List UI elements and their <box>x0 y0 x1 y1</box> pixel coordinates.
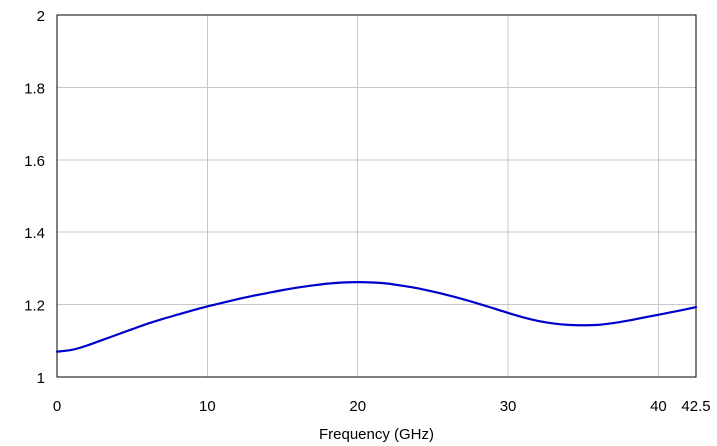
plot-area <box>56 14 697 378</box>
y-tick-label: 2 <box>37 8 45 25</box>
x-axis: 0 10 20 30 40 42.5 <box>53 398 711 415</box>
x-tick-label: 30 <box>500 398 517 415</box>
y-tick-label: 1.8 <box>24 80 45 97</box>
y-tick-label: 1.4 <box>24 225 45 242</box>
x-tick-label: 10 <box>199 398 216 415</box>
x-axis-title: Frequency (GHz) <box>319 426 434 443</box>
x-tick-label: 42.5 <box>681 398 710 415</box>
x-tick-label: 20 <box>349 398 366 415</box>
y-tick-label: 1.2 <box>24 298 45 315</box>
y-tick-label: 1 <box>37 370 45 387</box>
grid <box>57 15 696 377</box>
x-tick-label: 40 <box>650 398 667 415</box>
series-layer <box>55 281 698 353</box>
x-tick-label: 0 <box>53 398 61 415</box>
y-axis: 1 1.2 1.4 1.6 1.8 2 <box>24 8 45 387</box>
series-line-0 <box>55 281 698 353</box>
y-tick-label: 1.6 <box>24 153 45 170</box>
